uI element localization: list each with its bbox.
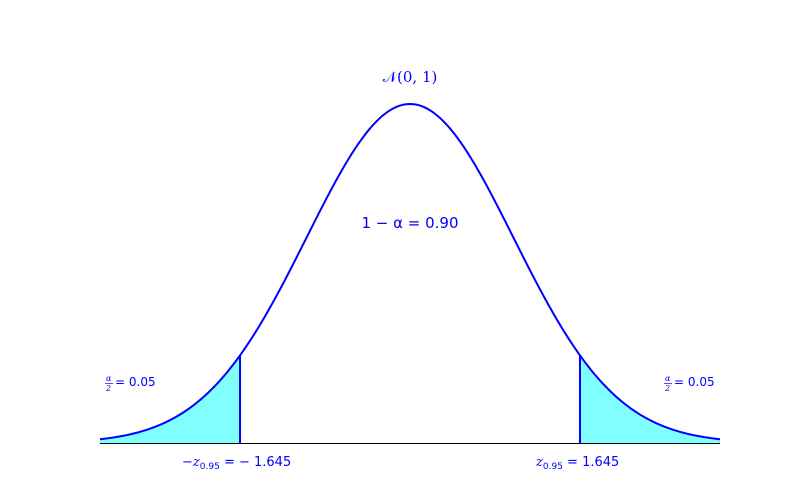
- right-critical-label: z0.95 = 1.645: [535, 455, 619, 472]
- density-curve: [99, 102, 721, 441]
- critical-lines: [239, 355, 581, 443]
- left-tail-annotation: α 2 = 0.05: [105, 374, 156, 393]
- right-tail-annotation: α 2 = 0.05: [664, 374, 715, 393]
- chart-title: 𝒩(0, 1): [383, 68, 438, 86]
- alpha-fraction-numerator: α: [106, 374, 112, 383]
- alpha-fraction-numerator: α: [665, 374, 671, 383]
- right-critical-text: z0.95 = 1.645: [535, 455, 619, 472]
- left-tail-value: = 0.05: [115, 375, 156, 389]
- left-critical-value: = − 1.645: [224, 455, 291, 470]
- left-critical-text: −z0.95 = − 1.645: [182, 455, 291, 472]
- right-tail-area: [579, 355, 720, 443]
- confidence-annotation: 1 − α = 0.90: [361, 214, 458, 232]
- right-critical-value: = 1.645: [567, 455, 619, 470]
- left-tail-area: [100, 355, 241, 443]
- right-tail-value: = 0.05: [674, 375, 715, 389]
- tail-regions: [100, 355, 720, 443]
- alpha-fraction-denominator: 2: [664, 384, 670, 393]
- left-critical-label: −z0.95 = − 1.645: [182, 455, 291, 472]
- alpha-fraction-denominator: 2: [105, 384, 111, 393]
